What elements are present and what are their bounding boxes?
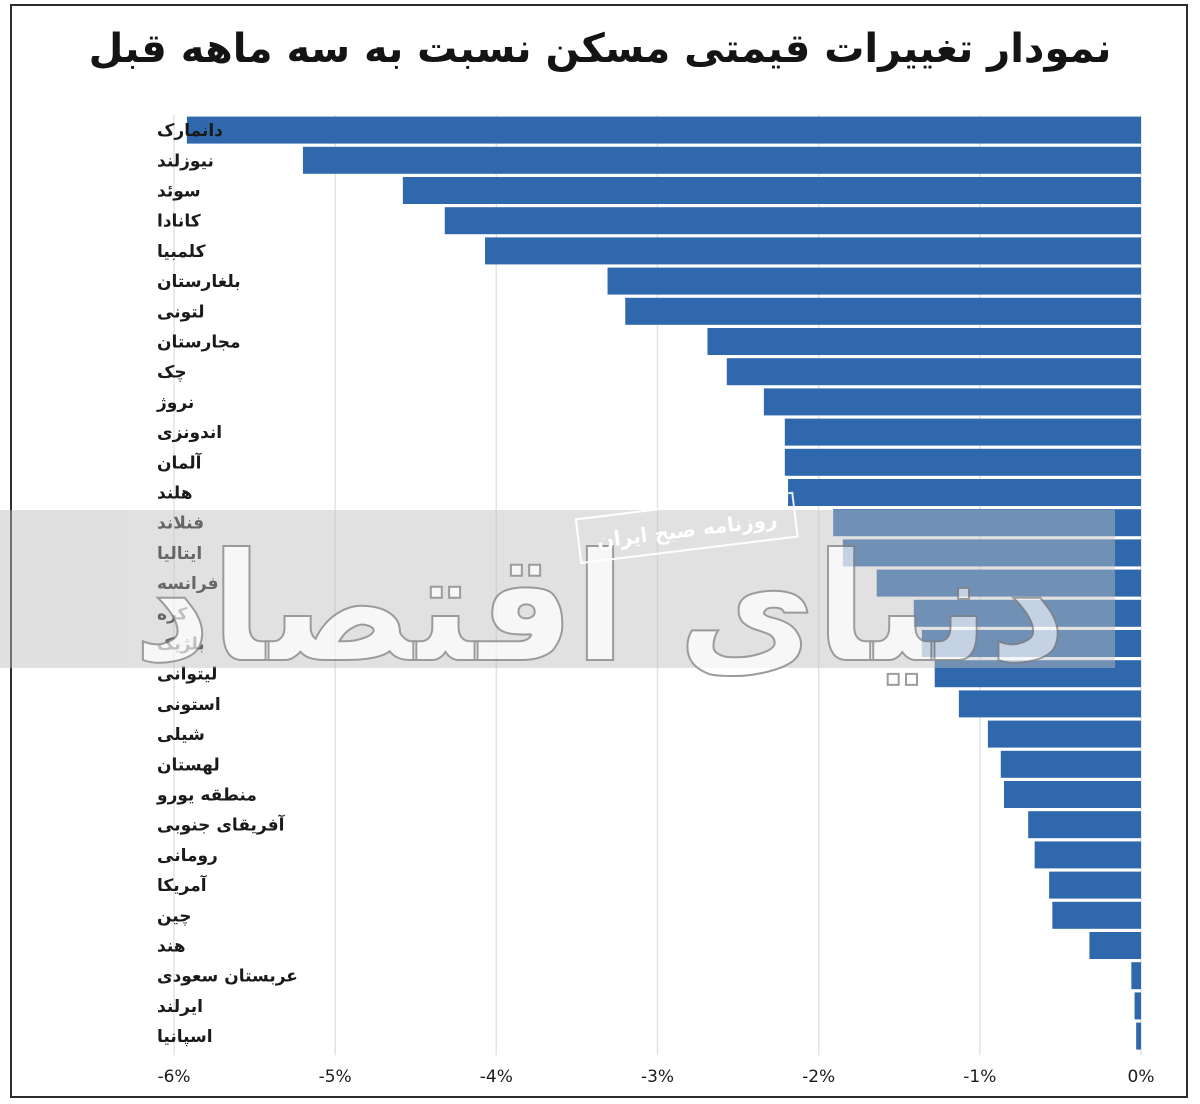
category-label: اسپانیا — [157, 1027, 213, 1047]
watermark-brand-logo: دنیای اقتصاد — [134, 522, 1067, 696]
category-label: ایرلند — [157, 997, 203, 1017]
bar — [1131, 962, 1141, 990]
bar — [934, 660, 1141, 688]
bar — [1049, 871, 1141, 899]
category-label: هند — [157, 937, 186, 957]
category-label: بلژیک — [157, 635, 205, 655]
category-labels: دانمارک نیوزلند سوئد کانادا کلمبیا بلغارستان ل… — [156, 121, 298, 1047]
category-label: دانمارک — [157, 121, 223, 141]
bar — [784, 418, 1141, 446]
category-label: هلند — [157, 484, 193, 504]
category-label: کلمبیا — [157, 242, 206, 262]
category-label: فنلاند — [157, 514, 204, 534]
category-label: ایتالیا — [157, 544, 202, 564]
category-label: نروژ — [156, 393, 194, 413]
bar — [1000, 750, 1141, 778]
category-label: نیوزلند — [157, 151, 214, 171]
bar — [913, 599, 1141, 627]
bar — [607, 267, 1141, 295]
bar — [726, 358, 1141, 386]
bar — [1004, 781, 1141, 808]
bar — [186, 116, 1142, 144]
x-tick-label: -6% — [157, 1067, 190, 1087]
bar — [833, 509, 1141, 537]
x-tick-label: 0% — [1128, 1067, 1155, 1087]
bar — [1089, 932, 1141, 959]
bar — [1136, 1022, 1141, 1050]
category-label: استونی — [157, 695, 221, 715]
bar — [876, 569, 1141, 597]
category-label: اندونزی — [157, 423, 222, 443]
watermark: دنیای اقتصاد روزنامه صبح ایران — [0, 491, 1115, 697]
chart-title: نمودار تغییرات قیمتی مسکن نسبت به سه ماه… — [88, 26, 1112, 72]
category-label: عربستان سعودی — [157, 967, 298, 987]
x-tick-label: -5% — [319, 1067, 352, 1087]
category-label: آمریکا — [157, 874, 208, 896]
x-tick-labels: -6% -5% -4% -3% -2% -1% 0% — [157, 1067, 1154, 1087]
bar — [402, 177, 1141, 204]
category-label: لتونی — [157, 302, 205, 322]
category-label: کانادا — [157, 212, 201, 232]
bar — [444, 207, 1141, 235]
category-label: فرانسه — [157, 574, 219, 594]
category-label: سوئد — [157, 182, 201, 202]
bar — [1028, 811, 1141, 839]
bar — [763, 388, 1141, 416]
category-label: بلغارستان — [157, 272, 241, 292]
category-label: چک — [157, 363, 187, 383]
bar — [921, 630, 1141, 657]
x-tick-label: -4% — [480, 1067, 513, 1087]
bar — [707, 328, 1141, 355]
category-label: لیتوانی — [157, 665, 217, 685]
bar — [1134, 992, 1141, 1020]
x-tick-label: -3% — [641, 1067, 674, 1087]
x-tick-label: -2% — [802, 1067, 835, 1087]
bar — [1034, 841, 1141, 869]
category-label: لهستان — [157, 755, 220, 775]
bar — [788, 479, 1141, 506]
bar — [485, 237, 1142, 265]
bar — [987, 720, 1141, 748]
bar — [784, 448, 1141, 476]
category-label: شیلی — [157, 725, 205, 745]
watermark-stamp — [574, 491, 799, 565]
bar — [842, 539, 1141, 567]
category-label: آلمان — [157, 451, 203, 473]
bar — [625, 297, 1141, 325]
category-label: چین — [157, 906, 192, 926]
bar — [302, 146, 1141, 174]
category-label: مجارستان — [157, 333, 241, 353]
x-tick-label: -1% — [963, 1067, 996, 1087]
bars — [186, 116, 1142, 1050]
bar — [1052, 901, 1141, 929]
category-label: آفریقای جنوبی — [157, 814, 286, 836]
category-label: منطقه یورو — [156, 786, 257, 806]
category-label: کره — [157, 604, 188, 624]
category-label: رومانی — [157, 846, 218, 866]
watermark-band — [0, 510, 1115, 668]
bar — [958, 690, 1141, 718]
